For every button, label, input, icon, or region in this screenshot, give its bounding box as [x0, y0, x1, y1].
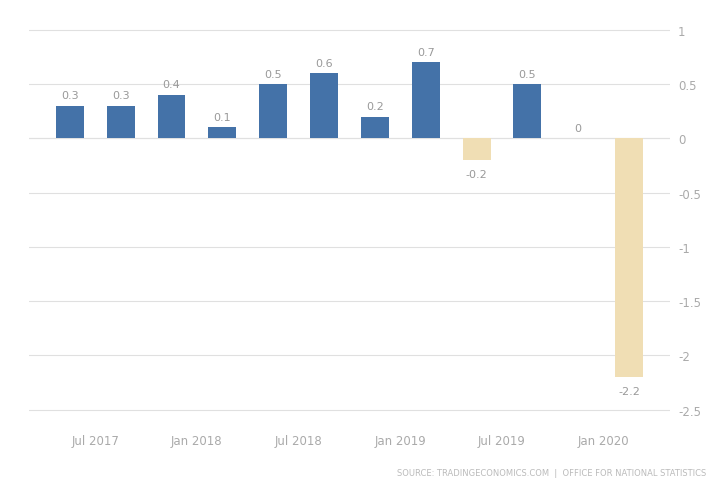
Text: 0.3: 0.3 [61, 91, 79, 101]
Text: 0.5: 0.5 [518, 70, 537, 79]
Text: -2.2: -2.2 [618, 386, 640, 396]
Text: 0.3: 0.3 [112, 91, 130, 101]
Bar [513, 85, 542, 139]
Text: 0: 0 [574, 123, 582, 134]
Bar [310, 74, 338, 139]
Bar [107, 106, 135, 139]
Text: 0.4: 0.4 [162, 80, 181, 91]
Text: 0.2: 0.2 [366, 102, 384, 112]
Text: SOURCE: TRADINGECONOMICS.COM  |  OFFICE FOR NATIONAL STATISTICS: SOURCE: TRADINGECONOMICS.COM | OFFICE FO… [397, 468, 706, 477]
Bar [361, 118, 389, 139]
Text: 0.6: 0.6 [315, 59, 333, 69]
Text: 0.1: 0.1 [213, 113, 232, 123]
Bar [615, 139, 643, 377]
Text: 0.7: 0.7 [417, 48, 435, 58]
Bar [157, 96, 186, 139]
Text: 0.5: 0.5 [264, 70, 282, 79]
Bar [462, 139, 491, 161]
Bar [208, 128, 237, 139]
Bar [412, 63, 440, 139]
Bar [259, 85, 287, 139]
Text: -0.2: -0.2 [466, 169, 488, 179]
Bar [56, 106, 84, 139]
